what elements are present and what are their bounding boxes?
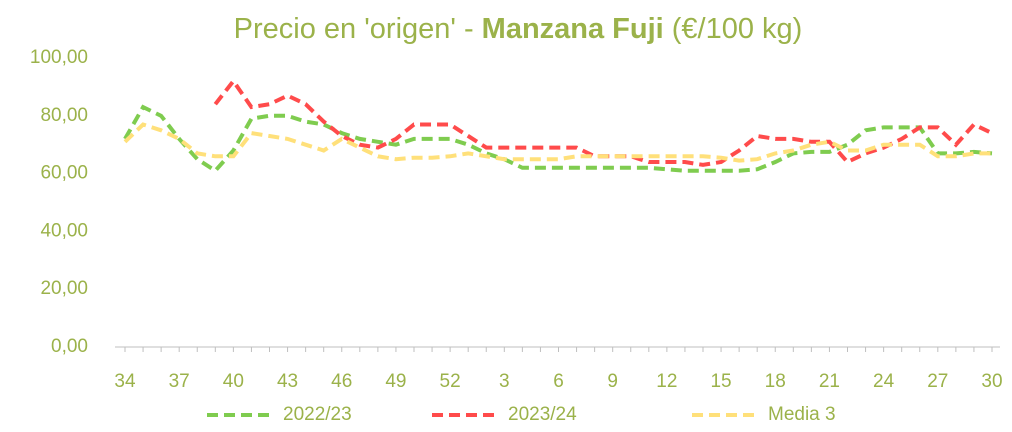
legend-label: 2022/23 (283, 404, 352, 425)
x-tick-label: 49 (385, 371, 406, 392)
y-tick-label: 100,00 (30, 47, 88, 68)
x-tick-label: 52 (440, 371, 461, 392)
title-part: Manzana Fuji (482, 13, 664, 45)
chart-title: Precio en 'origen' - Manzana Fuji (€/100 k… (234, 13, 803, 45)
series-line (213, 77, 993, 167)
title-part: Precio en 'origen' - (234, 13, 474, 45)
series-line (123, 122, 992, 163)
x-tick-label: 18 (765, 371, 786, 392)
x-tick-label: 9 (607, 371, 618, 392)
title-part: (€/100 kg) (672, 13, 803, 45)
x-tick-label: 27 (927, 371, 948, 392)
x-tick-label: 43 (277, 371, 298, 392)
y-tick-label: 40,00 (40, 220, 88, 241)
x-tick-label: 15 (710, 371, 731, 392)
x-tick-label: 34 (114, 371, 136, 392)
y-tick-label: 60,00 (40, 163, 88, 184)
y-tick-label: 0,00 (51, 336, 88, 357)
x-tick-label: 6 (553, 371, 564, 392)
y-tick-label: 80,00 (40, 105, 88, 126)
legend-label: 2023/24 (508, 404, 577, 425)
y-tick-label: 20,00 (40, 278, 88, 299)
x-tick-label: 40 (223, 371, 244, 392)
x-tick-label: 3 (499, 371, 510, 392)
x-tick-label: 37 (169, 371, 190, 392)
x-tick-label: 24 (873, 371, 895, 392)
series-line (123, 104, 993, 174)
x-tick-label: 46 (331, 371, 352, 392)
x-tick-label: 21 (819, 371, 840, 392)
x-tick-label: 12 (656, 371, 677, 392)
x-tick-label: 30 (981, 371, 1002, 392)
legend-label: Media 3 (768, 404, 836, 425)
